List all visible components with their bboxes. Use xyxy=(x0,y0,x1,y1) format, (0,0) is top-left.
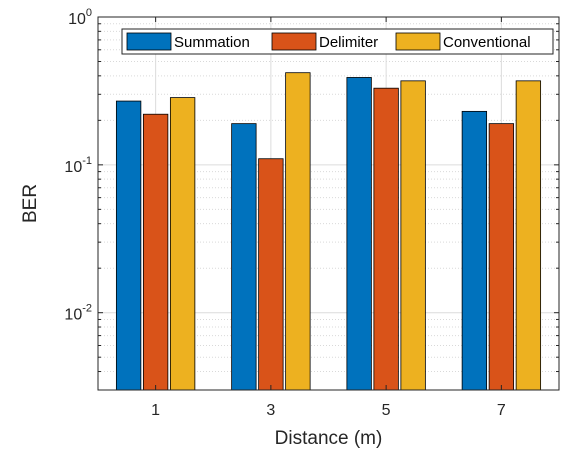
legend-swatch-summation xyxy=(126,32,172,51)
bar-conventional-5 xyxy=(400,80,426,391)
legend-swatch-delimiter xyxy=(271,32,317,51)
legend-swatch-conventional xyxy=(395,32,441,51)
legend-label-conventional: Conventional xyxy=(443,34,531,51)
bar-delimiter-5 xyxy=(373,87,399,391)
legend: Summation Delimiter Conventional xyxy=(121,28,554,55)
bar-summation-3 xyxy=(231,123,257,391)
legend-label-delimiter: Delimiter xyxy=(319,34,378,51)
y-axis-ticks: 100 10-1 10-2 xyxy=(64,7,559,373)
bar-conventional-7 xyxy=(515,80,542,391)
bar-summation-5 xyxy=(346,77,372,391)
x-axis-ticks: 1 3 5 7 xyxy=(151,17,506,419)
x-tick-label-7: 7 xyxy=(497,402,506,419)
axes-box xyxy=(97,16,560,391)
bar-summation-7 xyxy=(461,110,488,391)
x-tick-label-1: 1 xyxy=(151,402,160,419)
bar-delimiter-3 xyxy=(258,158,284,391)
legend-label-summation: Summation xyxy=(174,34,250,51)
x-tick-label-5: 5 xyxy=(382,402,391,419)
bar-delimiter-7 xyxy=(488,123,515,391)
y-tick-label: 100 xyxy=(68,7,92,28)
bars xyxy=(115,72,542,391)
y-tick-label: 10-2 xyxy=(64,303,92,324)
x-tick-label-3: 3 xyxy=(266,402,275,419)
x-axis-label: Distance (m) xyxy=(275,428,383,449)
bar-summation-1 xyxy=(115,100,142,391)
legend-box xyxy=(121,28,554,55)
y-axis-label: BER xyxy=(20,184,41,223)
bar-conventional-1 xyxy=(169,97,196,391)
y-tick-label: 10-1 xyxy=(64,155,92,176)
bar-conventional-3 xyxy=(285,72,311,391)
bar-delimiter-1 xyxy=(142,113,169,391)
